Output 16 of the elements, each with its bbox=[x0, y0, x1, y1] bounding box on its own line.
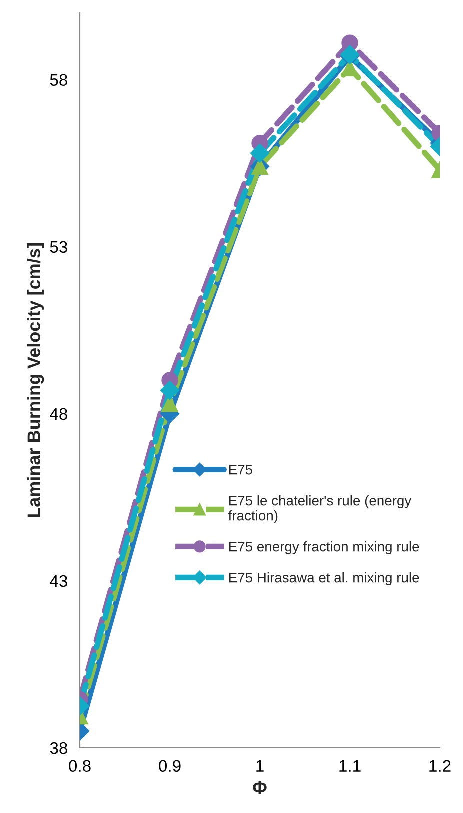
legend-label: E75 le chatelier's rule (energy fraction) bbox=[228, 496, 412, 524]
x-tick-label: 0.9 bbox=[159, 760, 181, 772]
legend-label: E75 Hirasawa et al. mixing rule bbox=[229, 572, 420, 586]
y-tick-label: 48 bbox=[50, 408, 68, 420]
y-tick-label: 43 bbox=[50, 575, 68, 588]
x-tick-label: 1 bbox=[256, 760, 264, 772]
legend-label: E75 energy fraction mixing rule bbox=[229, 542, 420, 554]
x-tick-label: 0.8 bbox=[69, 760, 91, 772]
x-tick-label: 1.1 bbox=[340, 760, 361, 772]
legend-label: E75 bbox=[229, 465, 252, 475]
y-tick-label: 53 bbox=[50, 241, 68, 254]
x-axis-title: Φ bbox=[253, 781, 267, 794]
y-axis-title: Laminar Burning Velocity [cm/s] bbox=[27, 244, 44, 518]
x-tick-label: 1.2 bbox=[430, 760, 451, 772]
y-tick-label: 38 bbox=[50, 742, 68, 754]
y-tick-label: 58 bbox=[50, 74, 68, 86]
